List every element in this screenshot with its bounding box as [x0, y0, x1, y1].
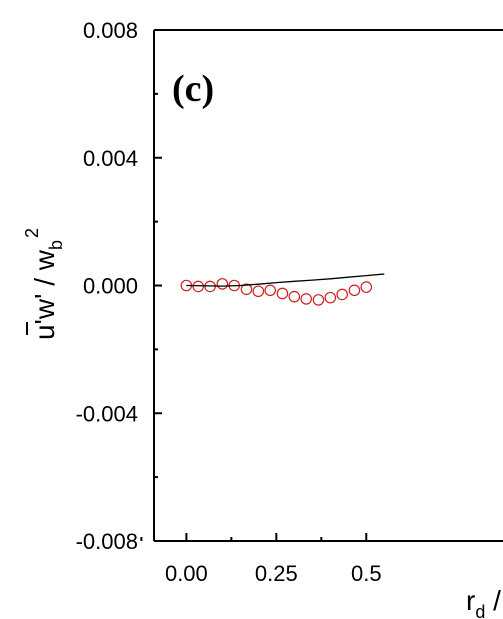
data-point: [348, 284, 361, 297]
x-axis-title-sub: d: [475, 602, 485, 619]
y-axis-title-sub: b: [46, 240, 66, 250]
data-point: [360, 281, 373, 293]
x-axis-title-tail: /: [485, 585, 501, 616]
y-axis-title-sup: 2: [22, 228, 42, 238]
y-axis-title-main: u'w' / w: [29, 249, 60, 340]
data-point: [312, 294, 325, 306]
data-point: [276, 287, 289, 300]
data-point: [216, 278, 229, 290]
data-point: [336, 288, 348, 301]
y-tick-label: 0.004: [83, 146, 138, 171]
y-tick-label: 0.008: [83, 18, 138, 43]
x-tick-label: 0.00: [165, 561, 208, 586]
svg-text:u'w' / wb2: u'w' / wb2: [22, 228, 66, 340]
x-tick-label: 0.25: [255, 561, 298, 586]
plot-clip-group: [180, 273, 385, 306]
plot-area: [180, 273, 385, 306]
data-point: [324, 291, 337, 304]
y-tick-label: -0.004: [76, 401, 138, 426]
data-point: [192, 280, 205, 293]
y-tick-label: -0.008: [76, 529, 138, 554]
x-axis-title: rd /: [466, 585, 501, 619]
data-point: [288, 290, 301, 303]
data-point: [300, 293, 312, 305]
x-tick-label: 0.5: [351, 561, 382, 586]
ticks: 0.008 0.004 0.000 -0.004 -0.008 0.00 0.25 0.5: [76, 18, 382, 586]
data-point: [240, 283, 253, 296]
data-point: [264, 284, 277, 297]
y-tick-label: 0.000: [83, 274, 138, 299]
x-axis-title-main: r: [466, 585, 475, 616]
data-point: [252, 285, 265, 298]
panel-label: (c): [172, 68, 214, 110]
y-axis-title: u'w' / wb2: [22, 228, 66, 340]
series-line: [186, 273, 385, 287]
